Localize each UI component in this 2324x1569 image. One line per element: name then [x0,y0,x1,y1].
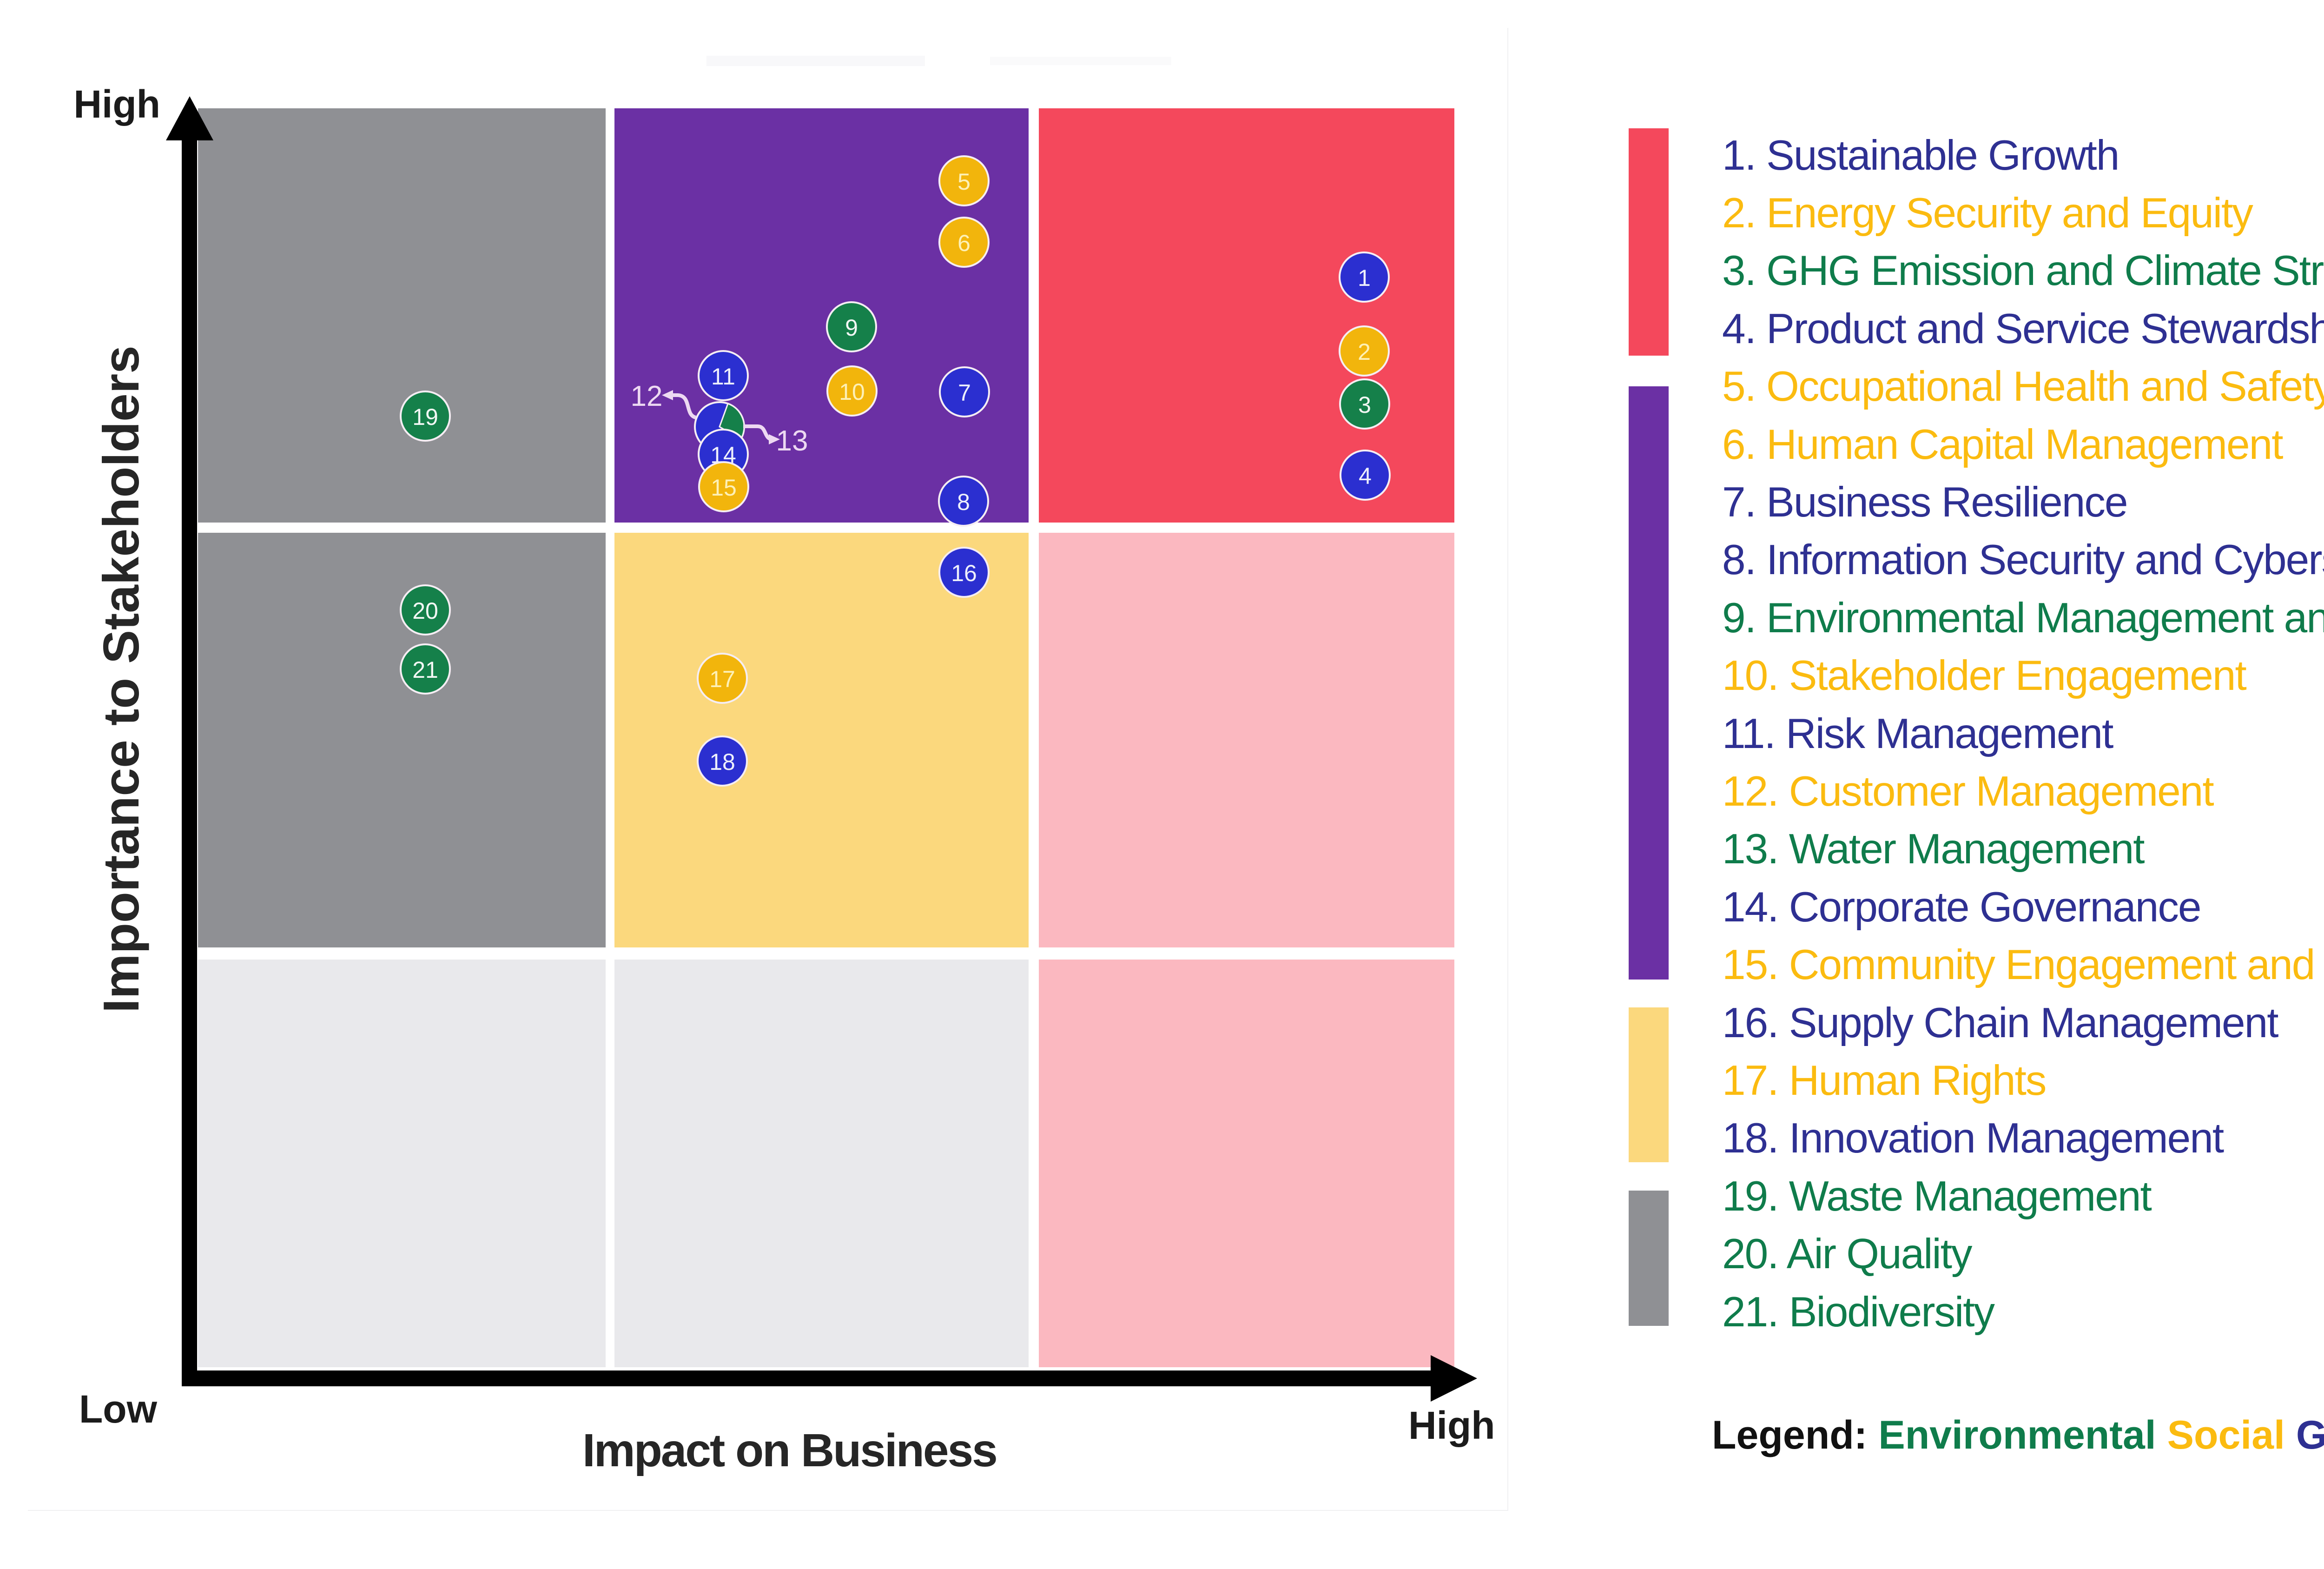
svg-text:13: 13 [776,425,808,457]
svg-text:18: 18 [709,749,735,775]
svg-text:21: 21 [412,657,438,683]
svg-text:4: 4 [1359,463,1372,489]
svg-text:19: 19 [412,404,438,430]
svg-text:1: 1 [1358,265,1371,291]
svg-text:20: 20 [412,598,438,624]
svg-text:11: 11 [711,364,735,390]
svg-text:15: 15 [711,475,737,501]
svg-text:2: 2 [1358,339,1371,365]
svg-text:3: 3 [1358,392,1371,418]
svg-text:10: 10 [839,379,865,405]
svg-text:17: 17 [709,666,735,692]
svg-text:9: 9 [845,315,858,341]
svg-text:7: 7 [958,380,971,406]
svg-text:12: 12 [631,380,663,412]
svg-text:5: 5 [957,169,971,195]
svg-text:8: 8 [957,489,970,515]
svg-text:6: 6 [957,230,971,256]
svg-text:14: 14 [710,442,736,468]
svg-text:16: 16 [951,560,977,586]
